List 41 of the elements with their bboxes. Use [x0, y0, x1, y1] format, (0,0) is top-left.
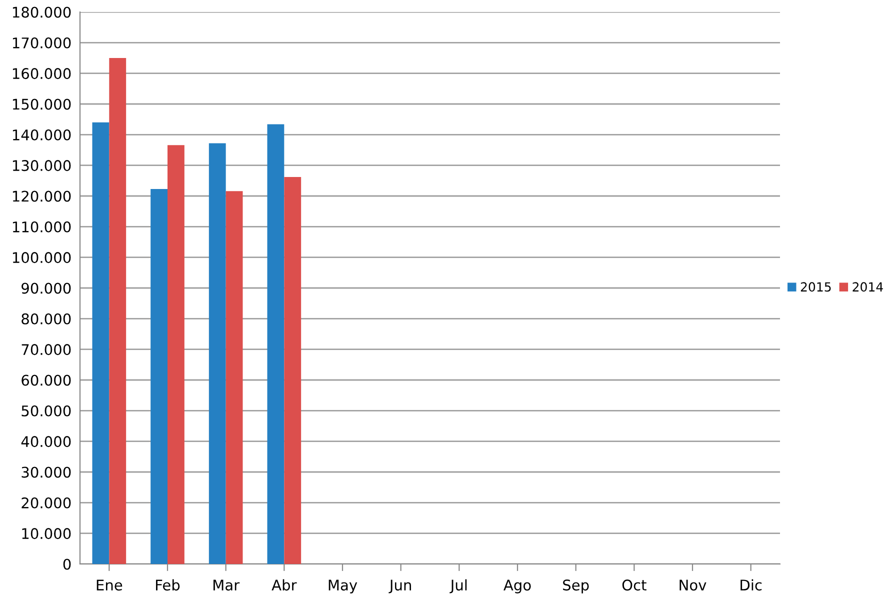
y-tick-label: 110.000 [12, 221, 71, 232]
y-tick-label: 40.000 [21, 436, 71, 448]
x-tick-label: Abr [272, 579, 297, 591]
y-tick-label: 130.000 [12, 160, 71, 172]
y-tick-label: 170.000 [12, 37, 71, 48]
x-tick-label: Jun [388, 580, 411, 594]
y-tick-label: 120.000 [12, 190, 71, 202]
y-tick-label: 10.000 [22, 528, 71, 540]
y-tick-label: 180.000 [12, 6, 71, 18]
y-tick-label: 150.000 [12, 98, 71, 110]
x-tick-label: Dic [740, 579, 762, 591]
bar [208, 143, 226, 564]
bar [150, 188, 168, 564]
y-tick-label: 30.000 [22, 466, 71, 478]
bar [226, 191, 243, 564]
y-tick-label: 60.000 [22, 374, 71, 386]
legend-label: 2015 [800, 282, 831, 292]
y-tick-label: 0 [63, 558, 71, 570]
y-tick-label: 100.000 [12, 252, 71, 264]
y-tick-label: 80.000 [22, 313, 71, 324]
y-tick-label: 160.000 [12, 68, 71, 80]
bar [168, 145, 184, 564]
y-tick-label: 140.000 [12, 129, 71, 140]
x-tick-label: Sep [563, 580, 589, 594]
x-tick-label: Mar [214, 580, 240, 591]
bar [284, 176, 302, 564]
legend-label: 2014 [852, 282, 883, 292]
x-tick-label: Oct [622, 580, 646, 591]
bar [92, 122, 110, 564]
y-tick-label: 20.000 [22, 497, 71, 508]
y-tick-label: 70.000 [22, 344, 71, 356]
x-tick-label: Ene [96, 580, 122, 591]
bar [267, 124, 284, 564]
x-tick-label: May [328, 580, 358, 594]
x-tick-label: Ago [504, 580, 531, 594]
x-tick-label: Jul [450, 579, 467, 594]
x-tick-label: Nov [680, 580, 706, 591]
y-tick-label: 90.000 [22, 282, 71, 294]
y-tick-label: 50.000 [22, 405, 71, 416]
x-tick-label: Feb [156, 579, 180, 591]
bar [109, 58, 126, 564]
